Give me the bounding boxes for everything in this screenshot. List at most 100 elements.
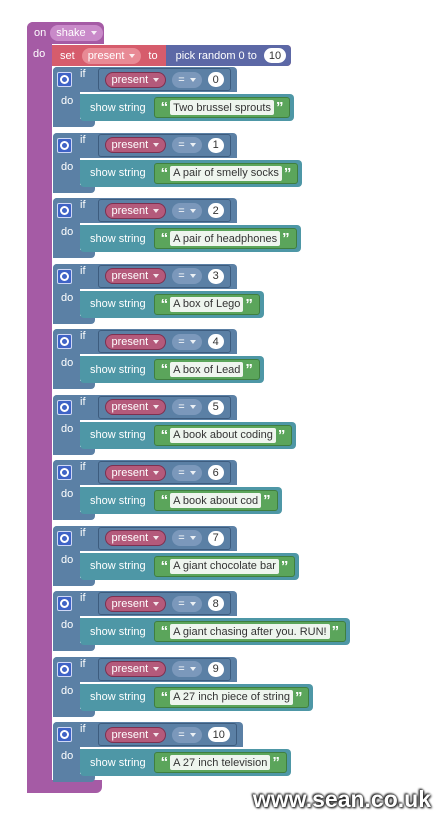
variable-dropdown[interactable]: present	[104, 661, 167, 677]
string-value[interactable]: A giant chasing after you. RUN!	[170, 624, 330, 639]
variable-dropdown[interactable]: present	[104, 726, 167, 743]
variable-dropdown[interactable]: present	[104, 333, 167, 350]
variable-dropdown[interactable]: present	[104, 595, 167, 612]
operator-dropdown[interactable]: =	[172, 530, 202, 546]
gear-icon[interactable]	[57, 596, 72, 611]
if-block-header[interactable]: if present = 6	[53, 460, 237, 485]
text-block[interactable]: “A book about cod”	[153, 490, 278, 511]
variable-dropdown[interactable]: present	[104, 464, 167, 481]
variable-dropdown[interactable]: present	[104, 530, 167, 546]
gear-icon[interactable]	[57, 465, 72, 480]
show-string-block[interactable]: show string “Two brussel sprouts”	[80, 94, 295, 121]
compare-block[interactable]: present = 4	[97, 330, 231, 353]
text-block[interactable]: “A book about coding”	[153, 424, 293, 446]
variable-dropdown[interactable]: present	[104, 71, 167, 88]
variable-dropdown[interactable]: present	[104, 268, 167, 284]
show-string-block[interactable]: show string “A box of Lego”	[80, 290, 264, 318]
show-string-block[interactable]: show string “A 27 inch piece of string”	[80, 683, 314, 711]
compare-block[interactable]: present = 7	[97, 526, 231, 550]
show-string-block[interactable]: show string “A giant chasing after you. R…	[80, 618, 351, 645]
if-block-header[interactable]: if present = 1	[53, 132, 237, 158]
compare-block[interactable]: present = 0	[97, 68, 231, 91]
variable-dropdown[interactable]: present	[81, 47, 142, 64]
if-block-header[interactable]: if present = 3	[53, 263, 237, 289]
string-value[interactable]: A giant chocolate bar	[170, 558, 279, 574]
gear-icon[interactable]	[57, 137, 72, 153]
show-string-block[interactable]: show string “A 27 inch television”	[80, 749, 291, 776]
string-value[interactable]: A box of Lead	[170, 362, 244, 377]
show-string-block[interactable]: show string “A giant chocolate bar”	[80, 552, 300, 580]
compare-block[interactable]: present = 6	[97, 461, 231, 484]
compare-block[interactable]: present = 9	[97, 657, 231, 681]
gear-icon[interactable]	[57, 661, 72, 677]
text-block[interactable]: “A giant chasing after you. RUN!”	[153, 621, 347, 642]
string-value[interactable]: A pair of headphones	[170, 231, 281, 246]
set-block[interactable]: set present to pick random 0 to 10	[52, 45, 292, 66]
variable-dropdown[interactable]: present	[104, 202, 167, 219]
text-block[interactable]: “A 27 inch piece of string”	[153, 686, 310, 708]
compare-block[interactable]: present = 3	[97, 264, 231, 288]
string-value[interactable]: A 27 inch television	[170, 755, 271, 770]
string-value[interactable]: Two brussel sprouts	[170, 100, 274, 115]
compare-value[interactable]: 2	[207, 203, 224, 218]
show-string-block[interactable]: show string “A pair of smelly socks”	[80, 159, 303, 187]
operator-dropdown[interactable]: =	[172, 137, 202, 153]
text-block[interactable]: “A giant chocolate bar”	[153, 555, 296, 577]
text-block[interactable]: “Two brussel sprouts”	[153, 97, 291, 118]
string-value[interactable]: A book about cod	[170, 493, 262, 508]
string-value[interactable]: A 27 inch piece of string	[170, 689, 293, 705]
gear-icon[interactable]	[57, 530, 72, 546]
gear-icon[interactable]	[57, 203, 72, 218]
gesture-dropdown[interactable]: shake	[50, 25, 103, 41]
compare-value[interactable]: 8	[207, 596, 224, 611]
if-block-header[interactable]: if present = 0	[53, 67, 237, 92]
compare-value[interactable]: 3	[207, 268, 224, 284]
compare-block[interactable]: present = 10	[97, 723, 237, 746]
gear-icon[interactable]	[57, 268, 72, 284]
compare-block[interactable]: present = 5	[97, 395, 231, 419]
compare-value[interactable]: 7	[207, 530, 224, 546]
operator-dropdown[interactable]: =	[172, 202, 202, 219]
text-block[interactable]: “A box of Lead”	[153, 359, 260, 380]
gear-icon[interactable]	[57, 72, 72, 87]
show-string-block[interactable]: show string “A box of Lead”	[80, 356, 264, 383]
compare-value[interactable]: 5	[207, 399, 224, 415]
compare-value[interactable]: 6	[207, 465, 224, 480]
random-max[interactable]: 10	[263, 48, 287, 63]
text-block[interactable]: “A pair of headphones”	[153, 228, 297, 249]
gear-icon[interactable]	[57, 399, 72, 415]
if-block-header[interactable]: if present = 5	[53, 394, 237, 420]
if-block-header[interactable]: if present = 2	[53, 198, 237, 223]
gear-icon[interactable]	[57, 334, 72, 349]
compare-value[interactable]: 1	[207, 137, 224, 153]
operator-dropdown[interactable]: =	[172, 333, 202, 350]
random-block[interactable]: pick random 0 to 10	[165, 45, 292, 66]
compare-block[interactable]: present = 2	[97, 199, 231, 222]
string-value[interactable]: A book about coding	[170, 427, 276, 443]
string-value[interactable]: A pair of smelly socks	[170, 165, 282, 181]
operator-dropdown[interactable]: =	[172, 661, 202, 677]
text-block[interactable]: “A pair of smelly socks”	[153, 162, 299, 184]
string-value[interactable]: A box of Lego	[170, 296, 244, 312]
variable-dropdown[interactable]: present	[104, 137, 167, 153]
operator-dropdown[interactable]: =	[172, 595, 202, 612]
text-block[interactable]: “A box of Lego”	[153, 293, 260, 315]
compare-value[interactable]: 10	[207, 727, 230, 742]
operator-dropdown[interactable]: =	[172, 726, 202, 743]
compare-block[interactable]: present = 8	[97, 592, 231, 615]
show-string-block[interactable]: show string “A book about cod”	[80, 487, 282, 514]
show-string-block[interactable]: show string “A pair of headphones”	[80, 225, 301, 252]
compare-value[interactable]: 9	[207, 661, 224, 677]
operator-dropdown[interactable]: =	[172, 71, 202, 88]
operator-dropdown[interactable]: =	[172, 399, 202, 415]
operator-dropdown[interactable]: =	[172, 268, 202, 284]
gear-icon[interactable]	[57, 727, 72, 742]
show-string-block[interactable]: show string “A book about coding”	[80, 421, 297, 449]
if-block-header[interactable]: if present = 4	[53, 329, 237, 354]
compare-block[interactable]: present = 1	[97, 133, 231, 157]
compare-value[interactable]: 4	[207, 334, 224, 349]
if-block-header[interactable]: if present = 8	[53, 591, 237, 616]
operator-dropdown[interactable]: =	[172, 464, 202, 481]
compare-value[interactable]: 0	[207, 72, 224, 87]
if-block-header[interactable]: if present = 9	[53, 656, 237, 682]
